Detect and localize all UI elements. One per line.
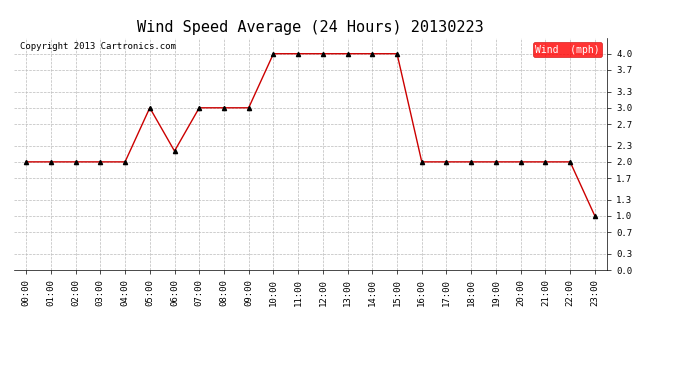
Legend: Wind  (mph): Wind (mph): [533, 42, 602, 57]
Text: Copyright 2013 Cartronics.com: Copyright 2013 Cartronics.com: [20, 42, 176, 51]
Title: Wind Speed Average (24 Hours) 20130223: Wind Speed Average (24 Hours) 20130223: [137, 20, 484, 35]
